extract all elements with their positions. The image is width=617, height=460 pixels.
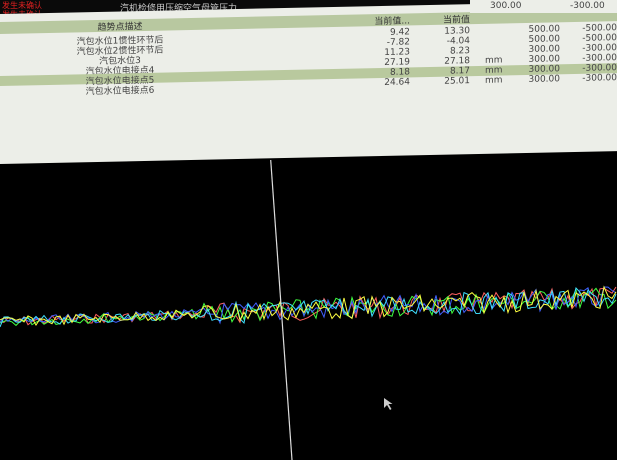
header-current-value[interactable]: 当前值... xyxy=(374,16,410,28)
trend-line xyxy=(0,286,617,328)
top-limit-row: 300.00 -300.00 xyxy=(470,0,617,13)
low-limit: -300.00 xyxy=(570,1,605,11)
alarm-text[interactable]: 发生未确认 xyxy=(2,1,42,10)
cursor-line[interactable] xyxy=(270,160,293,460)
trend-point-table: 趋势点描述 当前值... 当前值 汽包水位1惯性环节后 9.42 13.30 500.… xyxy=(0,1,617,164)
cell-lo: -300.00 xyxy=(582,73,617,84)
window-title: 汽机检修用压缩空气母管压力 xyxy=(120,4,238,14)
trend-line xyxy=(0,285,617,326)
cell-name: 汽包水位电接点6 xyxy=(85,85,155,98)
header-description[interactable]: 趋势点描述 xyxy=(97,22,143,33)
cell-v2: 25.01 xyxy=(444,76,470,87)
cell-hi: 300.00 xyxy=(528,74,561,85)
cell-unit: mm xyxy=(485,55,503,66)
cell-unit: mm xyxy=(485,75,503,86)
cell-unit: mm xyxy=(485,65,503,76)
trend-line xyxy=(0,287,617,327)
high-limit: 300.00 xyxy=(490,1,522,11)
cell-v1: 24.64 xyxy=(384,77,410,88)
trend-chart[interactable] xyxy=(0,160,617,460)
mouse-pointer-icon xyxy=(384,398,393,410)
header-current-value-2[interactable]: 当前值 xyxy=(442,15,470,26)
